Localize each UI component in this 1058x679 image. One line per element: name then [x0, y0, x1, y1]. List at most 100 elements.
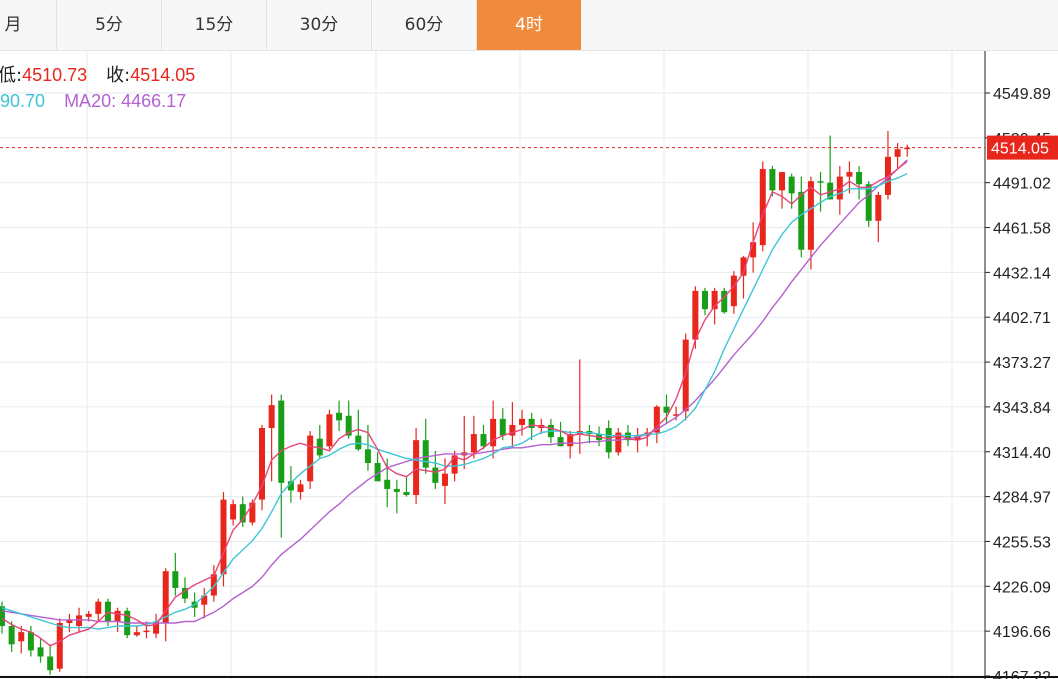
candle-body — [711, 290, 718, 310]
candle-body — [557, 437, 564, 447]
candle-body — [865, 184, 872, 221]
ma20-line — [1, 159, 908, 624]
candle-body — [769, 169, 776, 191]
candle-body — [509, 424, 516, 436]
y-tick-label: 4343.84 — [993, 400, 1051, 417]
y-tick-label: 4284.97 — [993, 490, 1051, 507]
candle-body — [220, 499, 227, 575]
candle-body — [133, 632, 140, 636]
candle-body — [875, 194, 882, 221]
y-tick-label: 4402.71 — [993, 310, 1051, 327]
candle-body — [403, 491, 410, 496]
candle-body — [181, 587, 188, 599]
candle-body — [0, 606, 5, 627]
candle-body — [249, 502, 256, 523]
candle-body — [470, 434, 477, 453]
candle-body — [66, 619, 73, 623]
y-tick-label: 4373.27 — [993, 355, 1051, 372]
candle-body — [85, 613, 92, 617]
candle-body — [316, 438, 323, 456]
ohlc-info-bar: 低:4510.73 收:4514.05 90.70 MA20: 4466.17 — [0, 62, 195, 114]
candle-body — [297, 484, 304, 492]
close-value: 4514.05 — [130, 65, 196, 85]
tab-5min[interactable]: 5分 — [57, 0, 162, 50]
candle-body — [682, 339, 689, 412]
candle-body — [114, 610, 121, 622]
low-value: 4510.73 — [22, 65, 88, 85]
candle-body — [721, 290, 728, 313]
ma20-value: 4466.17 — [121, 91, 187, 111]
candle-body — [480, 434, 487, 447]
candle-body — [740, 257, 747, 276]
candle-body — [56, 622, 63, 669]
last-price-badge — [987, 135, 1058, 160]
candle-body — [374, 463, 381, 482]
candle-body — [37, 647, 44, 657]
candle-body — [326, 414, 333, 447]
candle-body — [432, 467, 439, 483]
candle-body — [355, 435, 362, 450]
candle-body — [519, 418, 526, 425]
candle-body — [393, 488, 400, 492]
candle-body — [451, 455, 458, 474]
ma20-label: MA20: — [64, 91, 117, 111]
y-tick-label: 4167.22 — [993, 669, 1051, 679]
candle-body — [8, 626, 15, 645]
tab-15min[interactable]: 15分 — [162, 0, 267, 50]
candle-body — [76, 615, 83, 627]
y-tick-label: 4255.53 — [993, 534, 1051, 551]
candle-body — [153, 621, 160, 634]
ma10-value: 90.70 — [0, 91, 46, 111]
candle-body — [673, 414, 680, 416]
y-tick-label: 4314.40 — [993, 445, 1051, 462]
candle-body — [528, 418, 535, 428]
candlestick-chart: 4549.894520.454491.024461.584432.144402.… — [0, 51, 1058, 679]
candle-body — [490, 418, 497, 447]
candle-body — [759, 169, 766, 246]
candle-body — [268, 405, 275, 428]
candle-body — [172, 571, 179, 588]
candle-body — [692, 290, 699, 340]
candle-body — [364, 449, 371, 464]
y-tick-label: 4432.14 — [993, 265, 1051, 282]
candle-body — [634, 435, 641, 441]
candle-body — [817, 181, 824, 183]
candle-body — [27, 632, 34, 651]
candle-body — [345, 415, 352, 436]
tab-month[interactable]: 月 — [0, 0, 57, 50]
tab-60min[interactable]: 60分 — [372, 0, 477, 50]
candle-body — [807, 181, 814, 250]
candle-body — [239, 504, 246, 523]
candle-body — [788, 176, 795, 194]
candle-body — [230, 504, 237, 520]
candle-body — [798, 191, 805, 250]
candle-body — [287, 481, 294, 491]
candle-body — [210, 574, 217, 596]
y-tick-label: 4226.09 — [993, 579, 1051, 596]
candle-body — [201, 595, 208, 605]
candle-body — [104, 601, 111, 622]
candle-body — [779, 172, 786, 191]
candle-body — [18, 632, 25, 642]
tab-4hour[interactable]: 4时 — [477, 0, 581, 50]
ma10-line — [1, 172, 908, 630]
candle-body — [827, 182, 834, 200]
candle-body — [47, 656, 54, 671]
candle-body — [143, 630, 150, 633]
y-tick-label: 4461.58 — [993, 221, 1051, 238]
candle-body — [615, 432, 622, 453]
tab-30min[interactable]: 30分 — [267, 0, 372, 50]
candle-body — [441, 473, 448, 486]
y-tick-label: 4196.66 — [993, 624, 1051, 641]
candle-body — [278, 400, 285, 483]
candle-body — [307, 435, 314, 482]
candle-body — [567, 434, 574, 447]
candle-body — [750, 242, 757, 258]
candle-body — [856, 172, 863, 185]
candle-body — [701, 290, 708, 310]
candle-body — [846, 172, 853, 177]
candle-body — [499, 418, 506, 436]
close-label: 收: — [106, 65, 131, 86]
y-tick-label: 4491.02 — [993, 176, 1051, 193]
candle-body — [730, 275, 737, 307]
